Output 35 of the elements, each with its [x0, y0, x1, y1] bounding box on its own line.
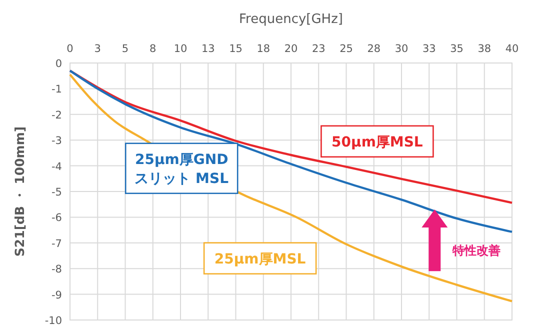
x-tick-label: 23: [312, 43, 326, 55]
x-tick-label: 18: [256, 43, 270, 55]
annotation: 特性改善: [451, 243, 500, 258]
y-tick-label: -5: [52, 186, 62, 198]
x-tick-label: 40: [505, 43, 519, 55]
x-tick-label: 35: [450, 43, 464, 55]
x-tick-label: 20: [284, 43, 298, 55]
x-tick-label: 3: [94, 43, 101, 55]
series-label: 50µm厚MSL: [332, 134, 423, 150]
x-tick-label: 30: [394, 43, 408, 55]
line-series: [68, 70, 514, 233]
y-tick-label: -6: [52, 212, 62, 224]
y-tick-label: -2: [52, 109, 62, 122]
x-tick-label: 15: [229, 43, 242, 55]
y-tick-label: -7: [52, 238, 62, 250]
y-tick-label: -8: [52, 264, 62, 276]
x-tick-label: 28: [367, 43, 381, 55]
y-axis-title: S21[dB ・ 100mm]: [12, 126, 27, 257]
x-tick-label: 0: [66, 43, 74, 55]
x-tick-label: 13: [201, 43, 215, 55]
x-tick-label: 10: [174, 43, 188, 55]
x-tick-label: 38: [478, 43, 492, 55]
y-tick-label: 0: [55, 58, 62, 70]
y-tick-label: -10: [44, 315, 62, 327]
x-tick-label: 25: [340, 43, 353, 55]
x-axis-title: Frequency[GHz]: [239, 12, 343, 27]
series-label: 25µm厚GND スリット MSL: [134, 152, 229, 187]
y-tick-label: -1: [52, 84, 62, 96]
x-tick-label: 8: [150, 43, 156, 55]
y-tick-label: -4: [52, 160, 62, 173]
x-tick-label: 5: [122, 43, 129, 55]
y-tick-label: -9: [52, 289, 62, 302]
series-label: 25µm厚MSL: [214, 251, 306, 268]
y-tick-label: -3: [52, 135, 62, 148]
x-tick-label: 33: [422, 43, 436, 55]
